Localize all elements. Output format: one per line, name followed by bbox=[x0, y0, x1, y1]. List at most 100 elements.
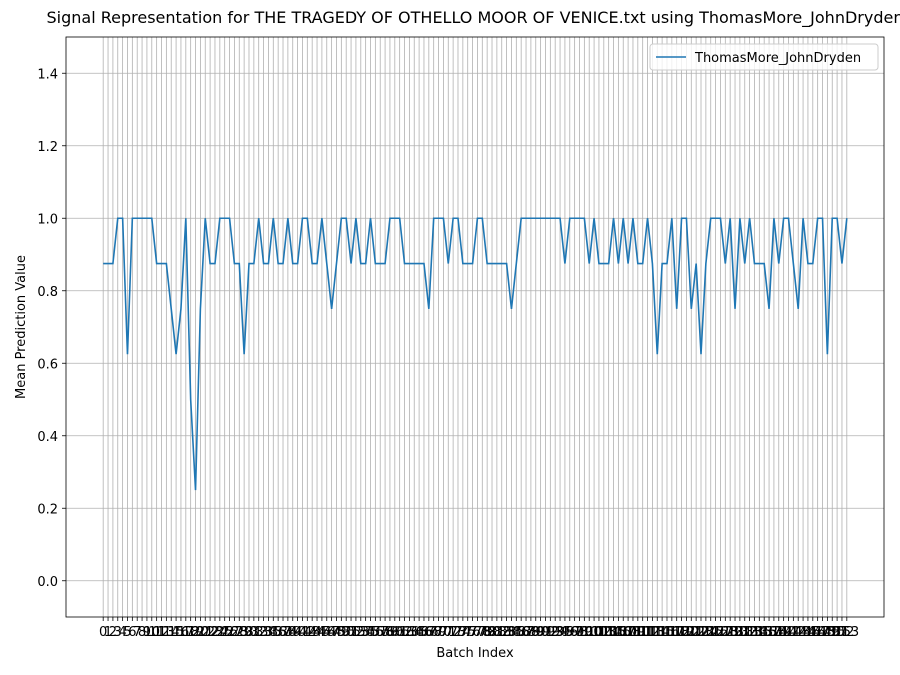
x-tick-label: 115 bbox=[650, 625, 675, 640]
x-tick-label: 4 bbox=[118, 625, 126, 640]
x-tick-label: 20 bbox=[192, 625, 209, 640]
x-tick-label: 84 bbox=[503, 625, 520, 640]
x-tick-label: 128 bbox=[713, 625, 738, 640]
x-tick-label: 120 bbox=[674, 625, 699, 640]
x-tick-label: 112 bbox=[635, 625, 660, 640]
x-tick-label: 38 bbox=[280, 625, 297, 640]
x-tick-label: 30 bbox=[241, 625, 258, 640]
x-tick-label: 82 bbox=[493, 625, 510, 640]
x-tick-label: 140 bbox=[771, 625, 796, 640]
x-tick-label: 127 bbox=[708, 625, 733, 640]
x-tick-label: 133 bbox=[737, 625, 762, 640]
x-tick-label: 83 bbox=[498, 625, 515, 640]
y-axis-label: Mean Prediction Value bbox=[14, 255, 29, 399]
x-tick-label: 54 bbox=[357, 625, 374, 640]
x-tick-label: 11 bbox=[148, 625, 165, 640]
x-tick-label: 18 bbox=[182, 625, 199, 640]
x-tick-label: 138 bbox=[761, 625, 786, 640]
y-tick-label: 1.0 bbox=[37, 212, 58, 227]
x-tick-label: 102 bbox=[587, 625, 612, 640]
x-tick-label: 35 bbox=[265, 625, 282, 640]
x-tick-label: 70 bbox=[435, 625, 452, 640]
x-tick-label: 29 bbox=[236, 625, 253, 640]
x-tick-label: 147 bbox=[805, 625, 830, 640]
x-tick-label: 105 bbox=[601, 625, 626, 640]
x-tick-label: 23 bbox=[207, 625, 224, 640]
x-tick-label: 37 bbox=[275, 625, 292, 640]
y-tick-label: 0.2 bbox=[37, 502, 58, 517]
x-tick-label: 117 bbox=[659, 625, 684, 640]
x-tick-label: 108 bbox=[616, 625, 641, 640]
x-tick-label: 46 bbox=[318, 625, 335, 640]
x-tick-label: 68 bbox=[425, 625, 442, 640]
x-tick-label: 55 bbox=[362, 625, 379, 640]
x-tick-label: 76 bbox=[464, 625, 481, 640]
legend-label: ThomasMore_JohnDryden bbox=[694, 51, 861, 66]
legend-box bbox=[649, 43, 879, 71]
y-tick-label: 1.2 bbox=[37, 140, 58, 155]
x-tick-label: 130 bbox=[723, 625, 748, 640]
x-tick-label: 56 bbox=[367, 625, 384, 640]
x-tick-label: 150 bbox=[820, 625, 845, 640]
x-tick-label: 60 bbox=[387, 625, 404, 640]
x-tick-label: 107 bbox=[611, 625, 636, 640]
x-tick-label: 77 bbox=[469, 625, 486, 640]
axes-frame bbox=[65, 36, 885, 618]
x-tick-label: 88 bbox=[523, 625, 540, 640]
x-tick-label: 47 bbox=[323, 625, 340, 640]
x-tick-label: 149 bbox=[815, 625, 840, 640]
x-tick-label: 125 bbox=[698, 625, 723, 640]
x-tick-label: 142 bbox=[781, 625, 806, 640]
x-tick-label: 43 bbox=[304, 625, 321, 640]
x-tick-label: 124 bbox=[693, 625, 718, 640]
line bbox=[103, 217, 848, 491]
x-tick-label: 66 bbox=[416, 625, 433, 640]
x-tick-label: 100 bbox=[577, 625, 602, 640]
x-tick-label: 19 bbox=[187, 625, 204, 640]
x-tick-label: 42 bbox=[299, 625, 316, 640]
x-tick-label: 126 bbox=[703, 625, 728, 640]
y-tick-label: 0.8 bbox=[37, 285, 58, 300]
x-tick-label: 99 bbox=[576, 625, 593, 640]
x-tick-label: 139 bbox=[766, 625, 791, 640]
x-tick-label: 93 bbox=[547, 625, 564, 640]
x-tick-label: 78 bbox=[474, 625, 491, 640]
x-tick-label: 25 bbox=[216, 625, 233, 640]
x-tick-label: 41 bbox=[294, 625, 311, 640]
x-tick-label: 31 bbox=[246, 625, 263, 640]
x-tick-label: 28 bbox=[231, 625, 248, 640]
x-tick-label: 74 bbox=[455, 625, 472, 640]
x-tick-label: 45 bbox=[314, 625, 331, 640]
x-tick-label: 26 bbox=[221, 625, 238, 640]
x-tick-label: 63 bbox=[401, 625, 418, 640]
x-tick-label: 80 bbox=[484, 625, 501, 640]
x-tick-label: 109 bbox=[621, 625, 646, 640]
x-tick-label: 110 bbox=[625, 625, 650, 640]
x-tick-label: 153 bbox=[834, 625, 859, 640]
x-tick-label: 69 bbox=[430, 625, 447, 640]
y-tick-label: 0.0 bbox=[37, 575, 58, 590]
x-tick-label: 72 bbox=[445, 625, 462, 640]
x-tick-label: 73 bbox=[450, 625, 467, 640]
x-tick-label: 113 bbox=[640, 625, 665, 640]
x-tick-label: 81 bbox=[489, 625, 506, 640]
x-tick-label: 103 bbox=[591, 625, 616, 640]
y-tick-label: 1.4 bbox=[37, 67, 58, 82]
x-tick-label: 24 bbox=[212, 625, 229, 640]
x-tick-label: 33 bbox=[255, 625, 272, 640]
x-tick-label: 62 bbox=[396, 625, 413, 640]
x-tick-label: 52 bbox=[348, 625, 365, 640]
x-tick-label: 104 bbox=[596, 625, 621, 640]
x-tick-label: 96 bbox=[562, 625, 579, 640]
x-tick-label: 144 bbox=[791, 625, 816, 640]
x-tick-label: 122 bbox=[684, 625, 709, 640]
x-tick-label: 129 bbox=[718, 625, 743, 640]
x-tick-label: 121 bbox=[679, 625, 704, 640]
x-tick-label: 97 bbox=[566, 625, 583, 640]
x-tick-label: 32 bbox=[250, 625, 267, 640]
x-tick-label: 91 bbox=[537, 625, 554, 640]
x-tick-label: 7 bbox=[133, 625, 141, 640]
x-tick-label: 14 bbox=[163, 625, 180, 640]
